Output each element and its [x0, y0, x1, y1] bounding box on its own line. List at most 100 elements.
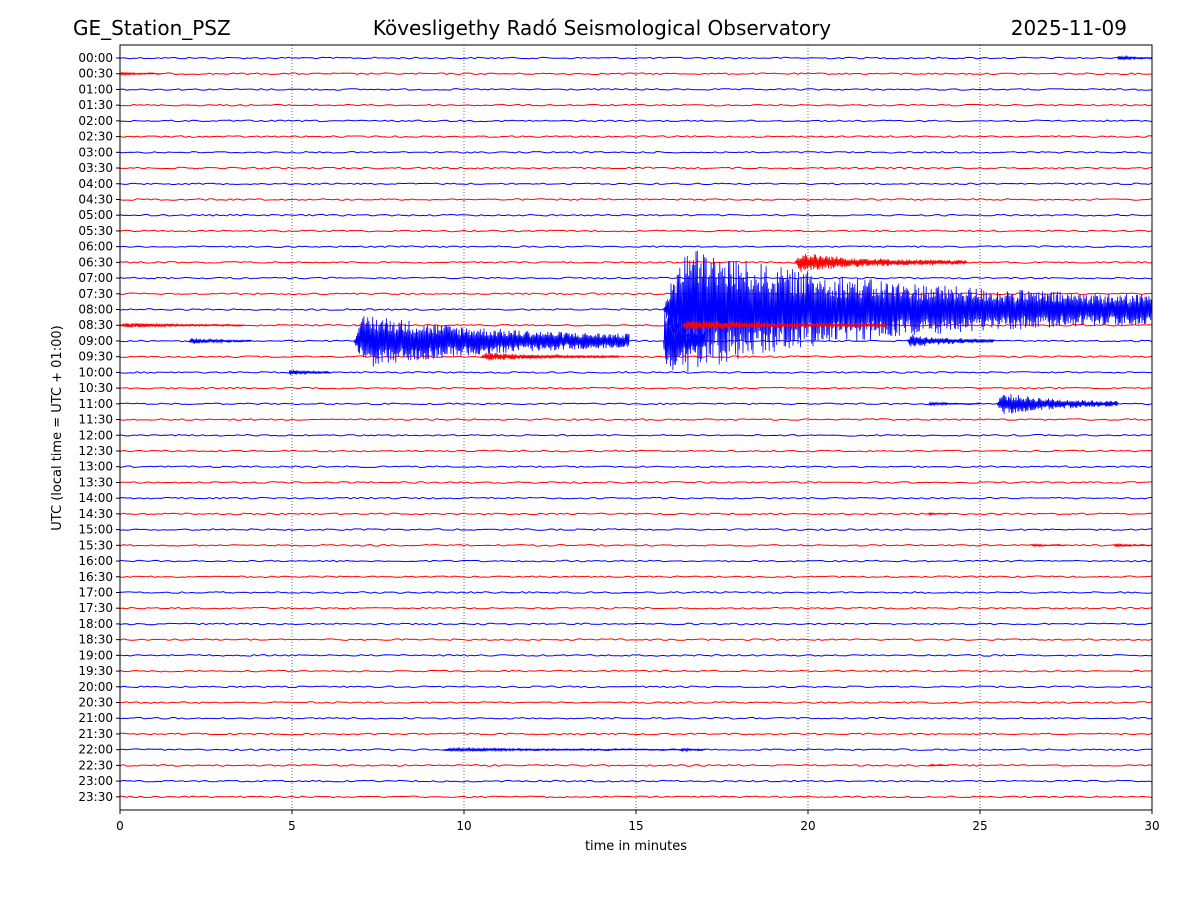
vertical-grid — [291, 45, 981, 810]
seismic-event — [353, 316, 630, 367]
trace-row-0000 — [119, 56, 1153, 60]
row-label-0200: 02:00 — [78, 114, 113, 128]
trace-row-0900 — [119, 339, 1153, 343]
trace-row-2100 — [119, 716, 1153, 720]
trace-row-1700 — [119, 591, 1153, 594]
trace-row-1900 — [119, 654, 1153, 657]
trace-row-1200 — [119, 433, 1153, 437]
trace-row-2230 — [119, 764, 1153, 767]
row-label-0300: 03:00 — [78, 145, 113, 159]
row-label-0600: 06:00 — [78, 240, 113, 254]
row-label-2230: 22:30 — [78, 758, 113, 772]
row-label-1500: 15:00 — [78, 523, 113, 537]
seismic-event — [680, 320, 888, 331]
row-label-2100: 21:00 — [78, 711, 113, 725]
seismic-event — [1048, 301, 1136, 316]
row-label-2330: 23:30 — [78, 790, 113, 804]
row-label-1530: 15:30 — [78, 538, 113, 552]
row-label-0830: 08:30 — [78, 318, 113, 332]
row-label-0230: 02:30 — [78, 130, 113, 144]
trace-row-1400 — [119, 496, 1153, 500]
trace-row-2330 — [119, 795, 1153, 799]
seismic-event — [1117, 54, 1153, 61]
x-tick-label: 0 — [116, 819, 124, 833]
trace-row-1230 — [119, 449, 1153, 453]
row-label-1000: 10:00 — [78, 365, 113, 379]
trace-row-0930 — [119, 355, 1153, 359]
seismic-event — [663, 310, 706, 371]
row-label-1030: 10:30 — [78, 381, 113, 395]
trace-row-1500 — [119, 528, 1153, 531]
trace-row-1830 — [119, 638, 1153, 641]
date-title: 2025-11-09 — [1011, 16, 1127, 40]
trace-row-1100 — [119, 402, 1153, 406]
trace-row-0430 — [119, 198, 1153, 201]
trace-row-1530 — [119, 543, 1153, 547]
seismic-event — [928, 511, 950, 517]
seismic-event — [481, 352, 620, 361]
seismic-event — [119, 71, 162, 77]
row-label-0530: 05:30 — [78, 224, 113, 238]
trace-row-1300 — [119, 465, 1153, 469]
trace-row-0330 — [120, 166, 1153, 170]
row-label-1800: 18:00 — [78, 617, 113, 631]
row-label-0000: 00:00 — [78, 51, 113, 65]
trace-row-1630 — [119, 575, 1153, 579]
row-label-0630: 06:30 — [78, 255, 113, 269]
trace-row-0030 — [119, 72, 1153, 76]
trace-group — [119, 56, 1153, 799]
trace-row-1600 — [119, 559, 1153, 563]
row-label-1200: 12:00 — [78, 428, 113, 442]
trace-row-1130 — [119, 418, 1152, 421]
seismic-event — [188, 337, 252, 344]
row-label-0430: 04:30 — [78, 192, 113, 206]
trace-row-0730 — [119, 292, 1153, 296]
y-axis-label: UTC (local time = UTC + 01:00) — [50, 325, 65, 530]
row-label-0500: 05:00 — [78, 208, 113, 222]
row-label-1900: 19:00 — [78, 648, 113, 662]
row-label-1100: 11:00 — [78, 397, 113, 411]
trace-row-0500 — [119, 213, 1153, 217]
row-label-1330: 13:30 — [78, 475, 113, 489]
row-label-1600: 16:00 — [78, 554, 113, 568]
row-label-0100: 01:00 — [78, 82, 113, 96]
trace-row-0300 — [119, 150, 1153, 154]
row-label-1730: 17:30 — [78, 601, 113, 615]
row-label-0700: 07:00 — [78, 271, 113, 285]
trace-row-0400 — [119, 182, 1153, 186]
row-label-0330: 03:30 — [78, 161, 113, 175]
trace-row-0600 — [119, 245, 1153, 248]
x-tick-label: 10 — [456, 819, 471, 833]
row-label-2130: 21:30 — [78, 727, 113, 741]
trace-row-0230 — [119, 135, 1153, 138]
trace-row-2130 — [119, 732, 1153, 736]
row-label-1230: 12:30 — [78, 444, 113, 458]
seismic-event — [931, 303, 984, 314]
seismic-event — [1113, 542, 1153, 548]
trace-row-0700 — [119, 276, 1153, 280]
row-label-0400: 04:00 — [78, 177, 113, 191]
trace-row-0530 — [119, 229, 1153, 233]
seismic-event — [996, 394, 1118, 415]
trace-row-0130 — [119, 103, 1153, 107]
row-label-0730: 07:30 — [78, 287, 113, 301]
row-label-0030: 00:30 — [78, 67, 113, 81]
seismic-event — [663, 250, 1153, 373]
row-label-1830: 18:30 — [78, 633, 113, 647]
x-axis-label: time in minutes — [585, 839, 687, 854]
seismic-event — [928, 401, 981, 407]
x-tick-label: 5 — [288, 819, 296, 833]
seismic-event — [680, 746, 706, 753]
observatory-title: Kövesligethy Radó Seismological Observat… — [373, 16, 831, 40]
row-label-1300: 13:00 — [78, 460, 113, 474]
row-label-1630: 16:30 — [78, 570, 113, 584]
trace-row-0200 — [119, 119, 1153, 123]
trace-row-0100 — [119, 88, 1153, 91]
seismic-event — [1031, 542, 1067, 548]
row-label-2200: 22:00 — [78, 743, 113, 757]
row-label-2000: 20:00 — [78, 680, 113, 694]
trace-row-2000 — [119, 685, 1153, 689]
row-label-1700: 17:00 — [78, 585, 113, 599]
